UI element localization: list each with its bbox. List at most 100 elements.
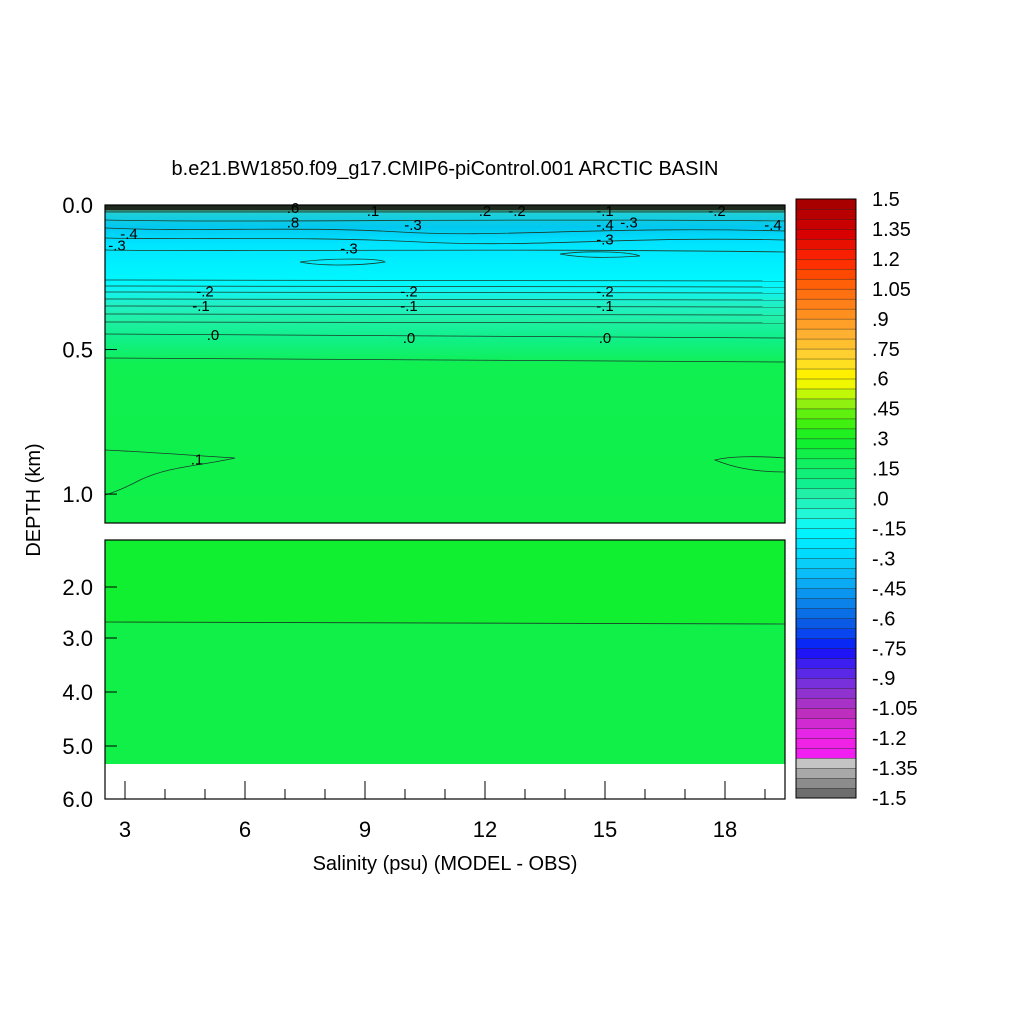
x-tick-label: 3 xyxy=(119,817,131,842)
y-tick-label: 5.0 xyxy=(62,734,93,759)
colorbar-band xyxy=(795,408,857,420)
colorbar-label: -1.35 xyxy=(872,758,918,780)
contour-label: -.2 xyxy=(196,284,214,301)
colorbar-label: -.45 xyxy=(872,578,906,600)
colorbar-band xyxy=(795,538,857,549)
lower-panel: 2.0 3.0 4.0 5.0 6.0 3 6 9 12 15 18 xyxy=(62,539,786,842)
x-tick-label: 6 xyxy=(239,817,251,842)
contour-label: -.2 xyxy=(708,203,726,220)
colorbar-band xyxy=(795,368,857,380)
contour-label: .0 xyxy=(207,327,220,344)
contour-label: .2 xyxy=(479,203,492,220)
contour-label: .1 xyxy=(367,203,380,220)
isoline xyxy=(104,249,786,253)
colorbar-label: .9 xyxy=(872,309,889,331)
colorbar-band xyxy=(795,578,857,589)
contour-label: .8 xyxy=(287,214,300,231)
colorbar-label: 1.35 xyxy=(872,219,911,241)
upper-contour-labels: .6.8.1-.3.2 -.2 -.1-.3-.4-.3-.2-.4-.4-.3 -.… xyxy=(108,200,782,469)
colorbar-bands xyxy=(795,198,857,799)
lower-y-ticks: 2.0 3.0 4.0 5.0 6.0 xyxy=(62,575,117,812)
colorbar-band xyxy=(795,218,857,230)
isoline xyxy=(104,305,786,308)
colorbar-band xyxy=(795,628,857,639)
colorbar-band xyxy=(795,338,857,350)
colorbar-band xyxy=(795,348,857,360)
contour-label: -.1 xyxy=(400,298,418,315)
colorbar-label: -1.05 xyxy=(872,698,918,720)
colorbar-label: -.9 xyxy=(872,668,895,690)
colorbar-band xyxy=(795,318,857,330)
contour-label: -.3 xyxy=(340,240,358,257)
shallow-dark-band xyxy=(105,205,785,210)
colorbar-frame xyxy=(795,198,857,799)
colorbar-label: .15 xyxy=(872,459,900,481)
colorbar-band xyxy=(795,508,857,519)
colorbar-band xyxy=(795,358,857,370)
colorbar-band xyxy=(795,697,857,709)
upper-panel-frame xyxy=(104,204,786,524)
contour-label: -.3 xyxy=(404,217,422,234)
colorbar-label: -.3 xyxy=(872,548,895,570)
colorbar-labels: 1.5 1.35 1.2 1.05 .9 .75 .6 .45 .3 .15 .0 -.15 -.3 -.… xyxy=(872,189,918,810)
colorbar-band xyxy=(795,727,857,739)
contour-label: .0 xyxy=(599,330,612,347)
colorbar-band xyxy=(795,328,857,340)
colorbar-band xyxy=(795,288,857,300)
contour-label: .0 xyxy=(403,330,416,347)
chart-title: b.e21.BW1850.f09_g17.CMIP6-piControl.001… xyxy=(172,158,719,180)
y-tick-label: 4.0 xyxy=(62,680,93,705)
colorbar-label: 1.5 xyxy=(872,189,900,211)
colorbar: 1.5 1.35 1.2 1.05 .9 .75 .6 .45 .3 .15 .0 -.15 -.3 -.… xyxy=(795,189,918,810)
isoline xyxy=(104,219,786,222)
colorbar-label: .3 xyxy=(872,429,889,451)
colorbar-band xyxy=(795,588,857,599)
colorbar-label: -1.5 xyxy=(872,788,906,810)
y-axis-label: DEPTH (km) xyxy=(23,443,45,556)
colorbar-label: .6 xyxy=(872,369,889,391)
colorbar-band xyxy=(795,458,857,470)
colorbar-band xyxy=(795,767,857,779)
colorbar-band xyxy=(795,687,857,699)
colorbar-label: 1.05 xyxy=(872,279,911,301)
contour-label: .1 xyxy=(191,451,204,468)
y-tick-label: 0.0 xyxy=(62,193,93,218)
contour-label: -.2 xyxy=(596,284,614,301)
colorbar-band xyxy=(795,747,857,759)
y-tick-label: 2.0 xyxy=(62,575,93,600)
x-tick-label: 18 xyxy=(713,817,737,842)
colorbar-band xyxy=(795,618,857,629)
contour-label: -.4 xyxy=(764,217,782,234)
upper-isolines xyxy=(104,211,786,496)
colorbar-label: -.75 xyxy=(872,638,906,660)
contour-label: -.3 xyxy=(620,214,638,231)
isoline xyxy=(104,321,786,324)
colorbar-band xyxy=(795,528,857,539)
colorbar-band xyxy=(795,308,857,320)
y-tick-label: 1.0 xyxy=(62,482,93,507)
isoline xyxy=(104,279,786,282)
y-tick-label: 6.0 xyxy=(62,787,93,812)
colorbar-band xyxy=(795,488,857,499)
colorbar-band xyxy=(795,438,857,450)
colorbar-band xyxy=(795,398,857,410)
contour-label: -.2 xyxy=(508,203,526,220)
colorbar-label: -.6 xyxy=(872,608,895,630)
colorbar-band xyxy=(795,198,857,210)
isoline xyxy=(104,621,786,625)
colorbar-band xyxy=(795,208,857,220)
colorbar-band xyxy=(795,418,857,430)
lower-panel-fill-upper xyxy=(105,540,785,623)
colorbar-band xyxy=(795,428,857,440)
contour-label: .6 xyxy=(287,200,300,217)
contour-label: -.1 xyxy=(192,298,210,315)
colorbar-band xyxy=(795,298,857,310)
colorbar-band xyxy=(795,737,857,749)
colorbar-band xyxy=(795,678,857,689)
x-tick-label: 12 xyxy=(473,817,497,842)
colorbar-label: 1.2 xyxy=(872,249,900,271)
colorbar-band xyxy=(795,388,857,400)
contour-label: -.4 xyxy=(596,217,614,234)
colorbar-band xyxy=(795,568,857,579)
